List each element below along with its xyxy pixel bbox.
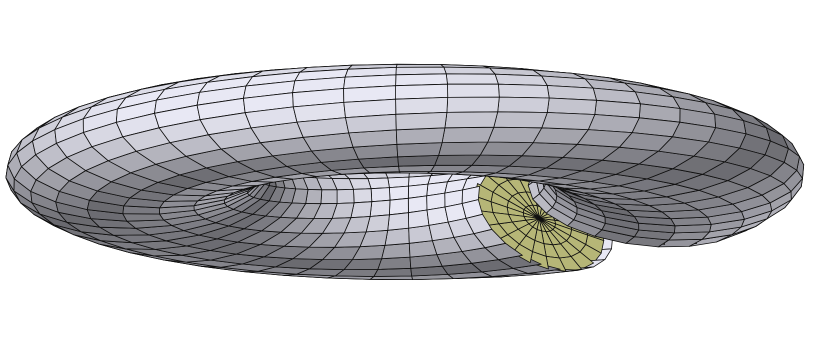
torus-face [370, 187, 391, 203]
torus-face [336, 188, 355, 204]
torus-face [541, 112, 596, 131]
torus-surface-mesh [5, 63, 805, 281]
torus-face [345, 113, 397, 134]
torus-face [441, 126, 495, 144]
torus-face [465, 213, 493, 235]
torus-face [395, 127, 446, 145]
torus-face [122, 213, 165, 222]
torus-face [408, 224, 433, 244]
torus-face [388, 185, 409, 201]
torus-face [395, 112, 448, 131]
torus-face [407, 209, 430, 229]
torus-face [395, 97, 449, 115]
torus-face [443, 66, 496, 75]
torus-face [320, 189, 338, 205]
torus-face [397, 154, 440, 167]
torus-face [444, 111, 499, 129]
torus-face [395, 73, 448, 87]
torus-face [384, 227, 410, 246]
torus-face [353, 188, 373, 204]
torus-face [438, 141, 489, 156]
torus-face [395, 83, 449, 100]
torus-face [487, 126, 543, 144]
torus-face [396, 142, 443, 158]
torus-face [546, 97, 597, 115]
torus-face [446, 96, 500, 113]
torus-face [497, 96, 550, 113]
torus-face [434, 154, 481, 166]
torus-face [388, 197, 409, 216]
torus-face [494, 73, 548, 86]
torus-face [387, 212, 410, 231]
torus-face [497, 83, 550, 99]
torus-face [445, 73, 499, 85]
torus-face [369, 199, 391, 217]
torus-face [447, 83, 500, 98]
torus-face [367, 177, 390, 190]
torus-face [493, 111, 548, 129]
torus-face [305, 189, 323, 205]
